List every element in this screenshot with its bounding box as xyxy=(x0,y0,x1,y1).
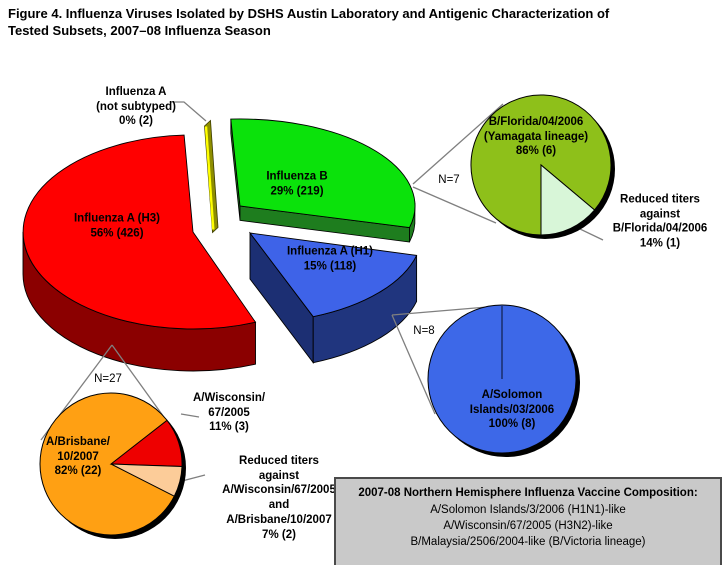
main-slice-h1 xyxy=(248,232,418,318)
subset-pie-b xyxy=(470,94,615,239)
figure-title: Figure 4. Influenza Viruses Isolated by … xyxy=(8,6,610,38)
vaccine-box-title: 2007-08 Northern Hemisphere Influenza Va… xyxy=(358,487,698,499)
subset-pie-h1 xyxy=(427,304,580,457)
label-h1: Influenza A (H1) 15% (118) xyxy=(286,245,374,272)
label-reduced-aw: Reduced titers against A/Wisconsin/67/20… xyxy=(222,454,336,541)
main-slice-not-subtyped-highlight xyxy=(204,126,215,230)
label-pie2-inside: A/Solomon Islands/03/2006 100% (8) xyxy=(469,388,555,431)
label-n7: N=7 xyxy=(438,174,460,186)
fan-n7-upper xyxy=(412,103,504,185)
main-pie xyxy=(22,118,418,372)
leader-not-subtyped xyxy=(170,101,207,122)
label-n8: N=8 xyxy=(413,325,435,337)
fan-n7-lower xyxy=(412,186,497,224)
vaccine-item-h1n1: A/Solomon Islands/3/2006 (H1N1)-like xyxy=(430,504,626,516)
leader-reduced-aw xyxy=(181,474,206,482)
vaccine-composition-box: 2007-08 Northern Hemisphere Influenza Va… xyxy=(334,477,722,565)
label-h3: Influenza A (H3) 56% (426) xyxy=(73,212,161,239)
label-n27: N=27 xyxy=(94,373,122,385)
fan-n8-lower xyxy=(391,314,436,415)
label-reduced-b: Reduced titers against B/Florida/04/2006… xyxy=(612,193,708,250)
vaccine-item-b: B/Malaysia/2506/2004-like (B/Victoria li… xyxy=(410,536,646,548)
subset-pie-b-reduced-slice xyxy=(540,163,596,236)
label-pie1-inside: B/Florida/04/2006 (Yamagata lineage) 86%… xyxy=(483,115,589,158)
subset-pie-h3-reduced-slice xyxy=(110,463,183,497)
main-slice-h3 xyxy=(22,134,257,330)
main-slice-b xyxy=(230,118,416,229)
leader-wisconsin xyxy=(180,413,200,418)
vaccine-item-h3n2: A/Wisconsin/67/2005 (H3N2)-like xyxy=(443,520,613,532)
subset-pie-h3 xyxy=(39,392,186,539)
label-not-subtyped: Influenza A (not subtyped) 0% (2) xyxy=(96,85,176,128)
label-wisconsin: A/Wisconsin/ 67/2005 11% (3) xyxy=(192,391,266,434)
label-pie3-inside: A/Brisbane/ 10/2007 82% (22) xyxy=(46,435,110,478)
fan-n27-right xyxy=(111,344,167,421)
label-b: Influenza B 29% (219) xyxy=(266,170,328,197)
